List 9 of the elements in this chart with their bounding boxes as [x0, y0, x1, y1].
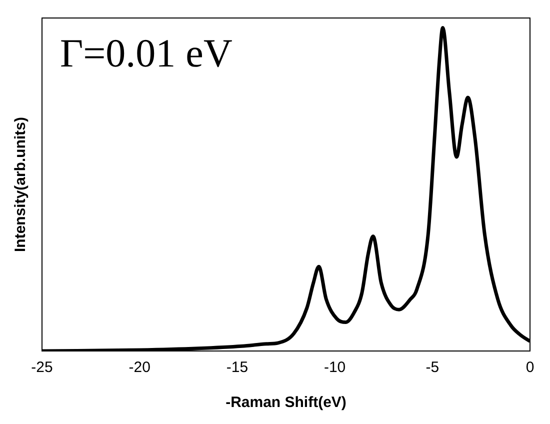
x-axis-title: -Raman Shift(eV) — [226, 394, 346, 412]
x-tick-label: 0 — [526, 359, 534, 376]
x-tick-label: -25 — [31, 359, 53, 376]
x-tick-label: -5 — [426, 359, 440, 376]
x-tick-label: -10 — [324, 359, 346, 376]
x-tick-label: -15 — [226, 359, 248, 376]
y-axis-title: Intensity(arb.units) — [12, 116, 30, 252]
x-tick-label: -20 — [128, 359, 150, 376]
annotation: Γ=0.01 eV — [60, 30, 232, 76]
